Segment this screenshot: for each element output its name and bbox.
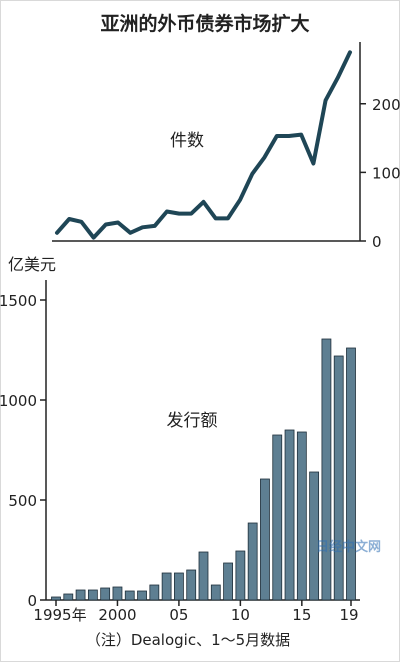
chart-title: 亚洲的外币债券市场扩大 <box>100 12 309 35</box>
amount-bar <box>100 587 111 601</box>
amount-bar <box>260 478 270 601</box>
amount-x-tick-label: 2000 <box>98 606 136 624</box>
amount-x-tick-label: 10 <box>231 606 250 624</box>
amount-y-tick-label: 1500 <box>0 292 37 310</box>
amount-bar <box>186 569 197 601</box>
amount-unit-label: 亿美元 <box>8 255 56 274</box>
amount-bar <box>223 562 233 601</box>
amount-bar <box>124 590 135 601</box>
source-note: （注）Dealogic、1～5月数据 <box>86 631 290 649</box>
amount-bar <box>149 584 160 601</box>
amount-bar <box>137 590 147 601</box>
amount-bar <box>51 596 61 601</box>
amount-bar <box>210 584 221 601</box>
amount-x-tick-label: 1995年 <box>33 606 86 624</box>
count-y-tick-label: 0 <box>372 233 382 251</box>
amount-bar <box>112 586 123 601</box>
amount-y-tick-label: 500 <box>8 492 37 510</box>
watermark: 日经中文网 <box>316 539 381 555</box>
amount-bar <box>87 589 98 601</box>
count-y-tick-label: 200 <box>372 96 400 114</box>
amount-y-tick-label: 0 <box>27 592 37 610</box>
amount-bar <box>198 551 209 601</box>
count-line-panel: 件数 0 100 200 <box>52 42 400 251</box>
amount-bar-panel: 亿美元 发行额 0 500 1000 1500 1995年 2000 05 10 15 19 <box>0 255 360 624</box>
amount-x-tick-label: 19 <box>339 606 358 624</box>
amount-bar <box>284 429 295 601</box>
count-annotation: 件数 <box>170 131 204 151</box>
amount-annotation: 发行额 <box>167 411 218 431</box>
amount-bar <box>309 471 320 601</box>
amount-x-tick-label: 05 <box>169 606 188 624</box>
amount-bar <box>75 589 86 601</box>
amount-bar <box>272 434 283 601</box>
amount-bar <box>333 355 344 601</box>
amount-y-tick-label: 1000 <box>0 392 37 410</box>
amount-bar <box>296 431 307 601</box>
amount-bar <box>235 550 246 601</box>
amount-bar <box>321 338 332 601</box>
amount-x-tick-label: 15 <box>292 606 311 624</box>
count-y-tick-label: 100 <box>372 164 400 182</box>
amount-bar <box>174 572 184 601</box>
amount-bar <box>247 522 258 601</box>
amount-bar <box>63 593 74 601</box>
amount-bar <box>346 347 356 601</box>
amount-bar <box>161 572 172 601</box>
